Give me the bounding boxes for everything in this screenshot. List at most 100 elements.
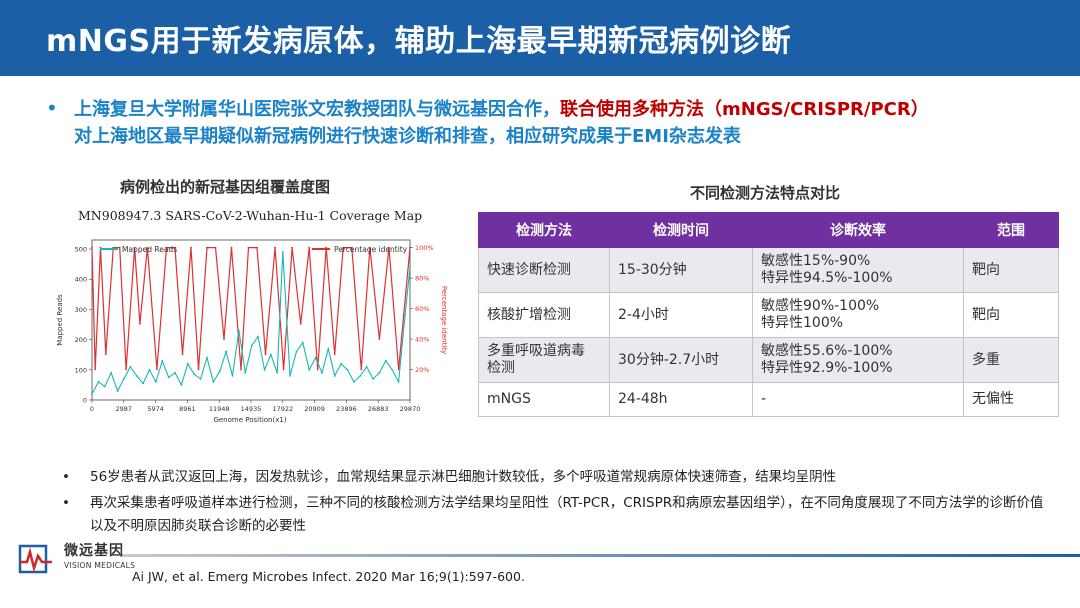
time-cell: 24-48h [609,382,753,417]
sensitivity-text: 敏感性90%-100% [761,298,880,314]
y-tick-label: 300 [75,306,87,314]
scope-cell: 靶向 [963,247,1059,293]
x-tick-label: 17922 [272,405,293,413]
intro-text-2: 对上海地区最早期疑似新冠病例进行快速诊断和排查，相应研究成果于EMI杂志发表 [74,126,741,147]
reads-point [135,374,138,377]
x-tick-label: 14935 [241,405,262,413]
col-header-efficiency: 诊断效率 [752,212,964,248]
chart-legend: Mapped Reads Percentage identity [100,245,408,254]
identity-point [333,353,336,356]
bullet-marker: • [46,96,58,120]
reads-point [103,385,106,388]
identity-point [350,246,353,249]
bullet-marker: • [62,495,70,511]
reads-point [289,374,291,377]
y2-axis-label: Percentage identity [440,286,448,354]
y-axis-ticks: 0 100 200 300 400 500 [75,246,92,405]
identity-point [118,246,121,249]
efficiency-cell: 敏感性15%-90% 特异性94.5%-100% [752,247,964,293]
y-tick-label: 400 [75,276,87,284]
reads-point [225,350,228,353]
identity-point [378,338,381,340]
y-tick-label: 200 [75,336,87,344]
identity-point [299,322,302,325]
identity-point [240,368,242,371]
scope-cell: 靶向 [963,292,1059,338]
reads-point [409,266,411,269]
identity-point [174,246,176,249]
reads-point [250,344,253,347]
reads-point [199,377,202,380]
coverage-chart: 0 2987 5974 8961 11948 14935 17922 20909 23896 26… [56,239,448,424]
y-tick-label: 100 [75,366,87,374]
identity-point [230,246,233,249]
reads-point [148,368,151,371]
x-tick-label: 8961 [179,405,196,413]
method-cell: 多重呼吸道病毒 检测 [478,337,610,383]
reads-point [142,382,145,385]
identity-point [264,353,267,356]
x-tick-label: 23896 [336,405,357,413]
identity-point [197,368,200,371]
citation: Ai JW, et al. Emerg Microbes Infect. 202… [132,569,525,584]
identity-point [397,368,400,371]
col-header-scope: 范围 [963,212,1059,248]
reads-point [161,359,164,362]
reads-point [154,380,157,383]
identity-point [91,246,93,249]
reads-point [110,371,113,374]
reads-point [231,374,234,377]
y-axis-label: Mapped Reads [56,294,64,346]
reads-point [295,350,298,353]
reads-point [186,362,189,365]
reads-point [257,335,259,338]
method-cell: 核酸扩增检测 [478,292,610,338]
x-tick-label: 5974 [147,405,164,413]
reads-point [212,380,215,383]
method-line-2: 检测 [487,360,515,376]
y2-tick-label: 80% [415,275,429,283]
reads-point [404,314,406,317]
efficiency-cell: - [752,382,964,417]
identity-point [125,368,127,371]
chart-subtitle: MN908947.3 SARS-CoV-2-Wuhan-Hu-1 Coverag… [78,208,423,223]
reads-point [218,370,221,373]
reads-point [384,359,387,362]
x-tick-label: 29870 [400,405,421,413]
chart-title: 病例检出的新冠基因组覆盖度图 [120,178,331,196]
y2-tick-label: 100% [415,244,434,252]
intro-highlight: 联合使用多种方法（mNGS/CRISPR/PCR） [560,99,929,120]
logo-text-en: VISION MEDICALS [64,561,136,570]
reads-point [346,368,349,371]
table-row: mNGS 24-48h - 无偏性 [478,382,1059,417]
col-header-time: 检测时间 [609,212,753,248]
time-cell: 15-30分钟 [609,247,753,293]
reads-point [180,384,183,386]
bullet-marker: • [62,469,70,485]
reads-point [263,368,266,371]
specificity-text: 特异性94.5%-100% [761,270,893,286]
reads-point [333,374,336,377]
x-tick-label: 11948 [209,405,230,413]
identity-point [133,246,136,249]
x-axis-ticks: 0 2987 5974 8961 11948 14935 17922 20909 23896 26… [90,400,420,413]
x-tick-label: 26883 [368,405,389,413]
efficiency-cell: 敏感性90%-100% 特异性100% [752,292,964,338]
method-cell: mNGS [478,382,610,417]
note-text: 56岁患者从武汉返回上海，因发热就诊，血常规结果显示淋巴细胞计数较低，多个呼吸道… [90,469,837,485]
table-row: 核酸扩增检测 2-4小时 敏感性90%-100% 特异性100% 靶向 [478,292,1059,338]
x-tick-label: 20909 [304,405,325,413]
identity-point [342,246,345,249]
y2-axis-ticks: 20% 40% 60% 80% 100% [410,244,434,374]
x-axis-label: Genome Position(x1) [213,416,286,424]
reads-point [174,371,176,374]
reads-point [123,377,125,380]
notes-list: • 56岁患者从武汉返回上海，因发热就诊，血常规结果显示淋巴细胞计数较低，多个呼… [62,466,1052,538]
identity-line [91,247,411,370]
identity-point [274,246,277,249]
identity-point [256,246,258,249]
reads-point [167,376,170,379]
reads-series [91,251,411,395]
table-row: 快速诊断检测 15-30分钟 敏感性15%-90% 特异性94.5%-100% 靶… [478,247,1059,293]
efficiency-cell: 敏感性55.6%-100% 特异性92.9%-100% [752,337,964,383]
